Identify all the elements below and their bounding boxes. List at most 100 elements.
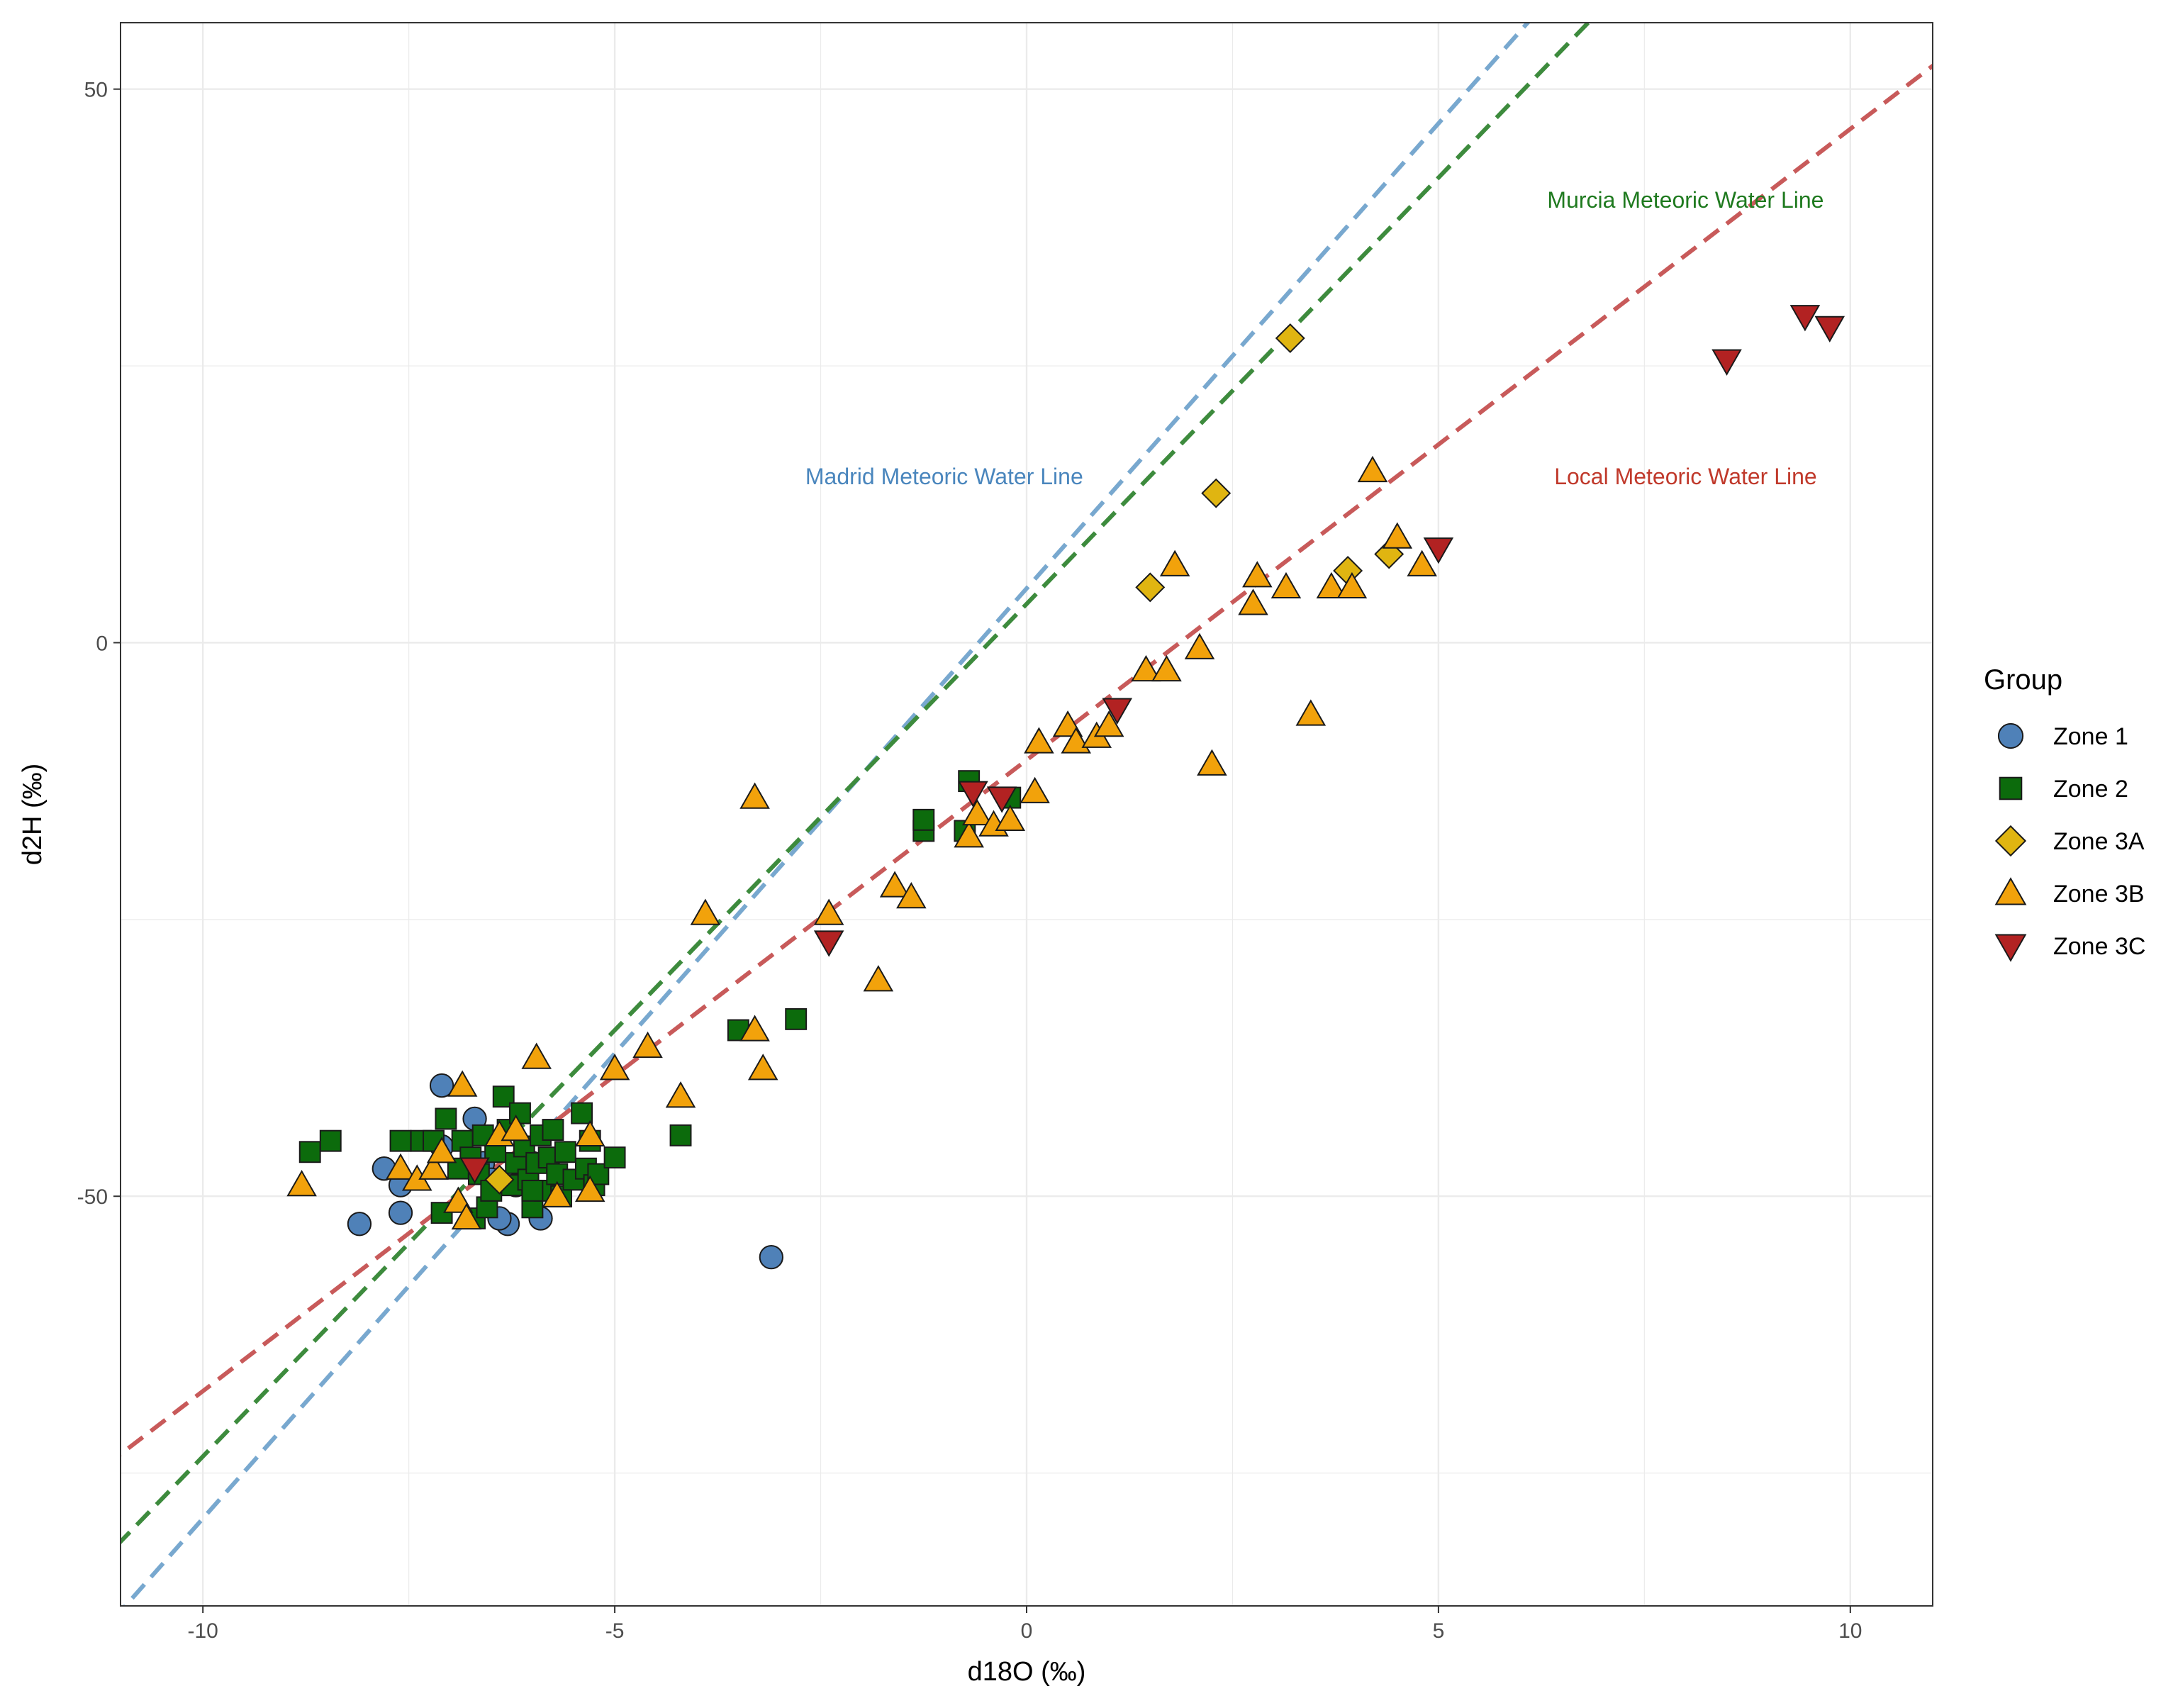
point-zone-3c [1423, 537, 1454, 564]
point-zone-3a [484, 1164, 515, 1195]
point-zone-3b [813, 898, 844, 925]
legend-label: Zone 3A [2053, 828, 2145, 855]
point-zone-3c [813, 930, 844, 957]
point-zone-3b [501, 1114, 531, 1142]
point-zone-3c [958, 781, 988, 808]
point-zone-2 [319, 1129, 342, 1152]
x-tick-label: 10 [1838, 1619, 1862, 1643]
point-zone-3b [1382, 522, 1413, 549]
point-zone-3b [995, 804, 1026, 831]
point-zone-3b [418, 1153, 449, 1180]
point-zone-3b [690, 898, 721, 925]
annotation-label: Madrid Meteoric Water Line [805, 464, 1083, 489]
point-zone-3b [1093, 710, 1124, 737]
legend-key-zone-2 [1999, 776, 2023, 800]
point-zone-3b [1336, 571, 1368, 599]
x-tick-label: 5 [1433, 1619, 1445, 1643]
point-zone-3b [1159, 549, 1190, 576]
point-zone-2 [554, 1141, 576, 1163]
point-zone-3b [447, 1070, 478, 1097]
water-line [121, 23, 1592, 1545]
grid [121, 23, 1933, 1606]
y-axis-title: d2H (‰) [18, 764, 48, 866]
point-zone-3b [1270, 571, 1302, 599]
point-zone-3c [459, 1157, 490, 1184]
point-zone-3c [1102, 698, 1133, 725]
point-zone-3b [879, 871, 910, 898]
point-zone-2 [542, 1119, 564, 1141]
point-zone-3b [521, 1042, 552, 1069]
point-zone-3b [451, 1202, 482, 1230]
point-zone-1 [347, 1212, 372, 1237]
annotation-label: Local Meteoric Water Line [1554, 464, 1817, 489]
point-zone-3b [1197, 749, 1227, 776]
point-zone-3a [1201, 478, 1232, 508]
point-zone-3b [1238, 588, 1268, 615]
point-zone-2 [521, 1179, 544, 1202]
point-zone-3b [1184, 632, 1215, 659]
point-zone-3b [1242, 561, 1273, 588]
annotation-label: Murcia Meteoric Water Line [1547, 187, 1824, 213]
water-lines [121, 23, 1933, 1606]
point-zone-3b [542, 1180, 573, 1207]
point-zone-3b [574, 1175, 605, 1202]
point-zone-3b [665, 1081, 696, 1108]
y-axis: -50 0 50 [77, 79, 121, 1209]
point-zone-3b [954, 821, 984, 848]
point-zone-3a [1275, 323, 1305, 354]
legend-key-zone-3c [1994, 934, 2027, 962]
point-zone-2 [435, 1107, 457, 1130]
point-zone-3b [1295, 699, 1327, 726]
point-zone-3c [986, 786, 1017, 813]
point-zone-2 [389, 1129, 412, 1152]
point-zone-2 [669, 1124, 692, 1146]
point-zone-2 [912, 808, 935, 831]
point-zone-3b [426, 1137, 457, 1163]
point-zone-2 [785, 1008, 808, 1030]
point-zone-1 [759, 1244, 783, 1270]
y-tick-label: -50 [77, 1185, 108, 1209]
legend-key-zone-3a [1994, 825, 2027, 857]
point-zone-2 [492, 1085, 515, 1108]
legend-label: Zone 3C [2053, 933, 2145, 960]
y-tick-label: 50 [84, 79, 108, 102]
legend-key-zone-1 [1997, 722, 2024, 749]
point-zone-3b [896, 882, 927, 909]
point-zone-3b [385, 1153, 416, 1180]
x-axis-title: d18O (‰) [968, 1657, 1086, 1687]
point-zone-3a [1374, 539, 1404, 569]
legend-label: Zone 3B [2053, 881, 2145, 908]
x-axis: -10 -5 0 5 10 [188, 1606, 1863, 1643]
point-zone-3b [863, 965, 894, 992]
point-zone-1 [429, 1073, 454, 1098]
point-zone-1 [388, 1200, 413, 1225]
legend-title: Group [1984, 664, 2062, 696]
point-zone-3b [962, 798, 993, 826]
point-zone-2 [571, 1102, 593, 1124]
point-zone-2 [603, 1146, 626, 1169]
legend: Group Zone 1 Zone 2 Zone 3A Zone 3B Zone 3C [1984, 664, 2145, 962]
point-zone-3b [574, 1120, 605, 1147]
point-zone-3b [1357, 455, 1388, 483]
x-tick-label: 0 [1021, 1619, 1033, 1643]
water-line [122, 23, 1531, 1606]
point-zone-3b [1407, 549, 1437, 576]
x-tick-label: -5 [605, 1619, 625, 1643]
point-zone-3b [1020, 776, 1050, 803]
water-line [121, 63, 1933, 1457]
point-zone-3b [1131, 654, 1161, 682]
data-points [286, 305, 1845, 1270]
point-zone-3b [1316, 571, 1347, 599]
point-zone-2 [298, 1141, 321, 1163]
point-zone-3b [739, 782, 770, 809]
point-zone-3b [739, 1015, 770, 1042]
line-annotations: Madrid Meteoric Water Line Murcia Meteori… [805, 187, 1824, 489]
legend-label: Zone 2 [2053, 776, 2128, 803]
point-zone-3c [1814, 316, 1845, 342]
legend-key-zone-3b [1994, 877, 2027, 905]
point-zone-3b [632, 1031, 663, 1059]
point-zone-3b [1024, 727, 1054, 754]
y-tick-label: 0 [96, 632, 108, 655]
